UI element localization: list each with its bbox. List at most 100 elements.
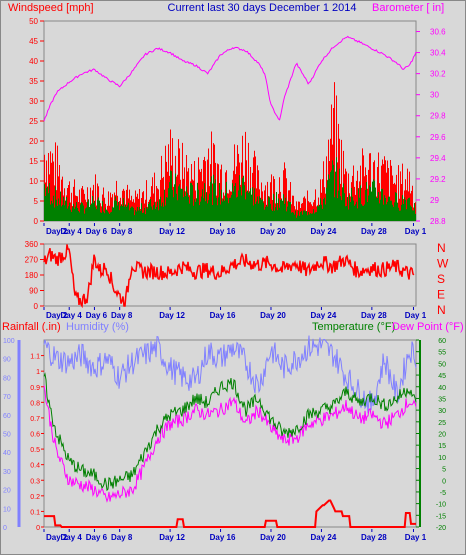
temperature-tick-label: 40 [438, 385, 446, 392]
temperature-tick-label: 50 [438, 361, 446, 368]
x-tick-label-climate: Day 16 [210, 533, 236, 542]
chart-title: Current last 30 days December 1 2014 [168, 2, 357, 14]
wind-tick-label: 25 [29, 117, 38, 126]
compass-label: N [437, 241, 446, 255]
x-tick-label: Day 12 [159, 227, 185, 236]
barometer-axis-title: Barometer [ in] [372, 2, 444, 14]
humidity-tick-label: 30 [3, 469, 11, 476]
windspeed-axis-title: Windspeed [mph] [8, 2, 94, 14]
barometer-tick-label: 29 [430, 196, 439, 205]
rain-tick-label: 0.2 [30, 494, 40, 501]
humidity-tick-label: 80 [3, 375, 11, 382]
temperature-tick-label: 55 [438, 350, 446, 357]
barometer-tick-label: 30.2 [430, 70, 446, 79]
x-tick-label: Day 24 [311, 227, 337, 236]
barometer-tick-label: 29.6 [430, 133, 446, 142]
rain-tick-label: 0.4 [30, 463, 40, 470]
wind-tick-label: 10 [29, 177, 38, 186]
rain-tick-label: 0.6 [30, 432, 40, 439]
humidity-tick-label: 40 [3, 450, 11, 457]
x-tick-label: Day 1 [405, 227, 427, 236]
rain-tick-label: 1.1 [30, 354, 40, 361]
x-tick-label-climate: Day 4 [61, 533, 83, 542]
temperature-tick-label: 25 [438, 420, 446, 427]
x-tick-label: Day 28 [361, 227, 387, 236]
rain-tick-label: 0.8 [30, 400, 40, 407]
wind-tick-label: 45 [29, 37, 38, 46]
rain-tick-label: 0 [36, 525, 40, 532]
direction-tick-label: 180 [25, 271, 39, 280]
temperature-tick-label: -5 [440, 490, 446, 497]
temperature-tick-label: 35 [438, 396, 446, 403]
humidity-axis-title: Humidity (%) [66, 321, 129, 333]
x-tick-label-climate: Day 12 [159, 533, 185, 542]
barometer-tick-label: 28.8 [430, 217, 446, 226]
wind-tick-label: 15 [29, 157, 38, 166]
x-tick-label-climate: Day 20 [260, 533, 286, 542]
temperature-tick-label: 0 [442, 478, 446, 485]
x-tick-label-climate: Day 1 [405, 533, 427, 542]
x-tick-label: Day 4 [61, 227, 83, 236]
humidity-tick-label: 70 [3, 394, 11, 401]
wind-tick-label: 50 [29, 17, 38, 26]
humidity-tick-label: 60 [3, 413, 11, 420]
x-tick-label-direction: Day 28 [361, 311, 387, 320]
x-tick-label-direction: Day 16 [210, 311, 236, 320]
wind-tick-label: 35 [29, 77, 38, 86]
temperature-tick-label: 15 [438, 443, 446, 450]
temperature-tick-label: 60 [438, 338, 446, 345]
rainfall-line [44, 499, 416, 528]
barometer-tick-label: 29.8 [430, 112, 446, 121]
temperature-tick-label: -10 [436, 502, 446, 509]
barometer-tick-label: 29.4 [430, 154, 446, 163]
wind-tick-label: 40 [29, 57, 38, 66]
humidity-tick-label: 90 [3, 357, 11, 364]
x-tick-label: Day 8 [111, 227, 133, 236]
compass-label: E [437, 288, 445, 302]
temperature-tick-label: 30 [438, 408, 446, 415]
humidity-tick-label: 20 [3, 488, 11, 495]
x-tick-label-direction: Day 20 [260, 311, 286, 320]
x-tick-label-climate: Day 6 [86, 533, 108, 542]
temperature-tick-label: 10 [438, 455, 446, 462]
rain-tick-label: 0.7 [30, 416, 40, 423]
x-tick-label: Day 16 [210, 227, 236, 236]
wind-tick-label: 30 [29, 97, 38, 106]
rain-tick-label: 0.3 [30, 478, 40, 485]
barometer-tick-label: 30.6 [430, 28, 446, 37]
barometer-tick-label: 30.4 [430, 49, 446, 58]
direction-tick-label: 90 [29, 287, 38, 296]
wind-panel: 0 5 10 15 20 25 30 35 40 45 50 28.8 29 29.2 29.4 29.6 29… [29, 17, 446, 236]
temperature-tick-label: -20 [436, 525, 446, 532]
x-tick-label-direction: Day 6 [86, 311, 108, 320]
x-tick-label-direction: Day 8 [111, 311, 133, 320]
humidity-tick-label: 10 [3, 506, 11, 513]
x-tick-label-climate: Day 28 [361, 533, 387, 542]
temperature-tick-label: 45 [438, 373, 446, 380]
x-tick-label: Day 6 [86, 227, 108, 236]
rain-tick-label: 1 [36, 369, 40, 376]
wind-tick-label: 20 [29, 137, 38, 146]
direction-tick-label: 0 [34, 302, 39, 311]
temperature-tick-label: -15 [436, 513, 446, 520]
compass-label: S [437, 272, 445, 286]
x-tick-label-direction: Day 24 [311, 311, 337, 320]
humidity-tick-label: 0 [3, 525, 7, 532]
rain-tick-label: 0.5 [30, 447, 40, 454]
barometer-line [43, 35, 417, 122]
barometer-tick-label: 30 [430, 91, 439, 100]
temperature-tick-label: 5 [442, 467, 446, 474]
compass-label: N [437, 303, 446, 317]
x-tick-label-direction: Day 2 [46, 311, 68, 320]
x-tick-label-climate: Day 8 [111, 533, 133, 542]
x-tick-label: Day 2 [46, 227, 68, 236]
wind-direction-line [43, 244, 415, 309]
x-tick-label-direction: Day 4 [61, 311, 83, 320]
temperature-axis-title: Temperature (°F) [312, 321, 395, 333]
rain-tick-label: 0.1 [30, 509, 40, 516]
rainfall-axis-title: Rainfall (.in) [2, 321, 61, 333]
wind-tick-label: 0 [34, 217, 39, 226]
